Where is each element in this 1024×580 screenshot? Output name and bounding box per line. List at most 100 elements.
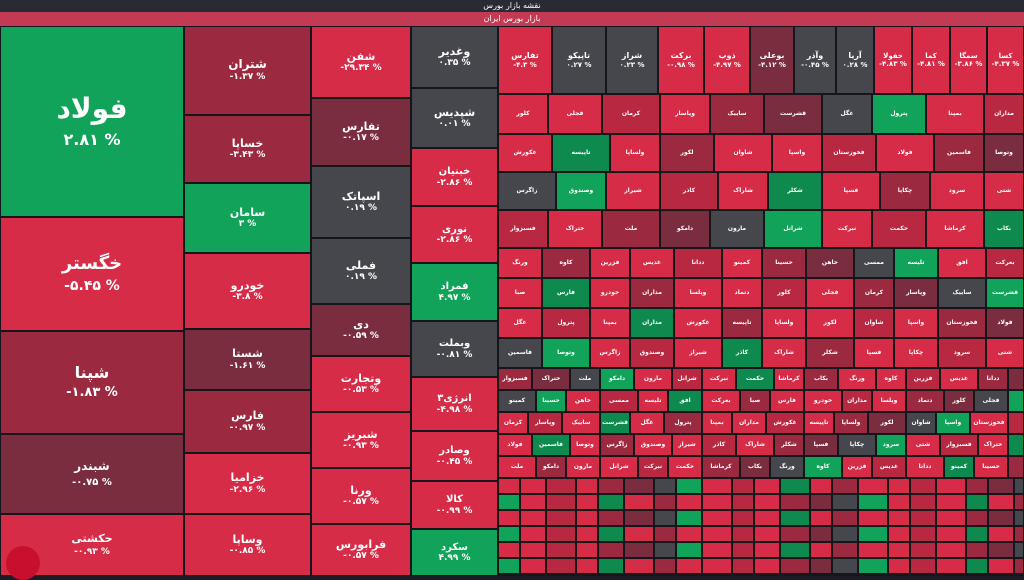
tile-tefars[interactable]: تفارس -۰.۱۷ % [311, 98, 411, 166]
tile-small[interactable] [832, 510, 858, 526]
tile-small[interactable]: کلور [944, 390, 974, 412]
tile-small[interactable] [732, 526, 754, 542]
tile-small[interactable]: قشرست [600, 412, 630, 434]
tile-small[interactable] [654, 542, 676, 558]
tile-small[interactable]: شیراز [674, 338, 722, 368]
tile-small[interactable] [732, 558, 754, 574]
tile-small[interactable]: وصندوق [634, 434, 672, 456]
tile-small[interactable]: فسپا [854, 338, 894, 368]
tile-small[interactable]: شکلر [768, 172, 822, 210]
tile-small[interactable] [702, 510, 732, 526]
tile-small[interactable]: قشرست [986, 278, 1024, 308]
tile-small[interactable]: زاگرس [600, 434, 634, 456]
tile-small[interactable] [966, 542, 988, 558]
tile-small[interactable]: سرود [876, 434, 906, 456]
tile-small[interactable] [598, 558, 624, 574]
tile-tefars-b[interactable]: تفارس -۴.۳ % [498, 26, 552, 94]
tile-small[interactable] [654, 558, 676, 574]
tile-small[interactable] [498, 478, 520, 494]
tile-small[interactable]: فولاد [876, 134, 934, 172]
tile-small[interactable]: زاگرس [498, 172, 556, 210]
tile-small[interactable]: فسپا [804, 434, 838, 456]
tile-small[interactable] [624, 478, 654, 494]
tile-small[interactable]: شکلر [774, 434, 804, 456]
tile-small[interactable]: واسپا [894, 308, 938, 338]
tile-small[interactable] [498, 558, 520, 574]
tile-small[interactable]: شرانل [764, 210, 822, 248]
tile-small[interactable]: شاوان [906, 412, 936, 434]
tile-small[interactable]: مداران [732, 412, 766, 434]
tile-small[interactable]: غدیس [872, 456, 906, 478]
tile-small[interactable] [858, 526, 888, 542]
tile-small[interactable] [966, 478, 988, 494]
tile-small[interactable] [576, 542, 598, 558]
tile-small[interactable]: شرانل [672, 368, 702, 390]
tile-small[interactable]: دتماد [906, 390, 944, 412]
tile-small[interactable]: ورنگ [498, 248, 542, 278]
tile-anerzi3[interactable]: انرژی۳ -۴.۹۸ % [411, 377, 498, 431]
tile-small[interactable]: فجلی [548, 94, 602, 134]
tile-small[interactable]: شتی [906, 434, 940, 456]
tile-small[interactable] [624, 510, 654, 526]
tile-small[interactable]: وتوصا [542, 338, 590, 368]
tile-small[interactable]: غکورش [766, 412, 804, 434]
tile-small[interactable]: کاوه [876, 368, 906, 390]
tile-small[interactable] [754, 558, 780, 574]
tile-small[interactable] [888, 510, 910, 526]
tile-small[interactable] [624, 542, 654, 558]
tile-shafan[interactable]: شفن -۲۹.۳۴ % [311, 26, 411, 98]
tile-small[interactable]: شاراک [762, 338, 806, 368]
tile-small[interactable]: چکاپا [894, 338, 938, 368]
tile-kasa[interactable]: کسا -۴.۳۷ % [987, 26, 1024, 94]
tile-small[interactable]: مارون [634, 368, 672, 390]
tile-small[interactable]: مداران [842, 390, 872, 412]
tile-small[interactable]: تلیسه [894, 248, 938, 278]
tile-small[interactable]: ولساپا [762, 308, 806, 338]
tile-small[interactable]: پترول [872, 94, 926, 134]
tile-small[interactable]: ختراک [548, 210, 602, 248]
tile-small[interactable]: فزرین [590, 248, 630, 278]
tile-small[interactable] [810, 478, 832, 494]
tile-small[interactable]: خودرو [804, 390, 842, 412]
tile-small[interactable] [936, 526, 966, 542]
tile-small[interactable] [546, 478, 576, 494]
tile-small[interactable]: غکورش [674, 308, 722, 338]
tile-small[interactable] [936, 510, 966, 526]
tile-small[interactable]: واسپا [936, 412, 970, 434]
tile-vtejarat[interactable]: وتجارت -۰.۵۳ % [311, 356, 411, 412]
tile-small[interactable]: زاگرس [590, 338, 630, 368]
tile-shetran[interactable]: شتران -۱.۳۷ % [184, 26, 311, 115]
tile-small[interactable] [888, 542, 910, 558]
tile-small[interactable] [888, 478, 910, 494]
tile-kama[interactable]: کما -۴.۸۱ % [912, 26, 950, 94]
tile-small[interactable]: لکور [806, 308, 854, 338]
tile-small[interactable] [988, 494, 1014, 510]
tile-small[interactable]: غگل [822, 94, 872, 134]
tile-small[interactable]: چکاپا [880, 172, 930, 210]
tile-vsadar[interactable]: وصادر -۰.۴۵ % [411, 431, 498, 481]
tile-small[interactable]: پترول [542, 308, 590, 338]
tile-small[interactable] [676, 478, 702, 494]
tile-shebandar[interactable]: شبندر -۰.۷۵ % [0, 434, 184, 514]
tile-small[interactable]: فزرین [906, 368, 940, 390]
tile-small[interactable]: ولساپا [834, 412, 868, 434]
tile-small[interactable]: غدیس [940, 368, 978, 390]
tile-small[interactable]: وتوصا [570, 434, 600, 456]
tile-small[interactable]: حکمت [872, 210, 926, 248]
tile-small[interactable]: غگل [498, 308, 542, 338]
tile-small[interactable] [702, 494, 732, 510]
tile-small[interactable] [936, 494, 966, 510]
tile-small[interactable] [858, 494, 888, 510]
tile-small[interactable]: سرود [930, 172, 984, 210]
tile-small[interactable]: فولاد [498, 434, 532, 456]
tile-small[interactable] [702, 478, 732, 494]
tile-small[interactable]: فسبزوار [940, 434, 978, 456]
tile-small[interactable] [598, 510, 624, 526]
tile-small[interactable]: فسبزوار [498, 368, 532, 390]
tile-small[interactable]: شاوان [714, 134, 772, 172]
tile-vbemellat[interactable]: وبملت -۰.۸۱ % [411, 321, 498, 377]
tile-small[interactable] [520, 542, 546, 558]
tile-small[interactable] [858, 558, 888, 574]
tile-small[interactable] [576, 478, 598, 494]
tile-small[interactable]: شاوان [854, 308, 894, 338]
